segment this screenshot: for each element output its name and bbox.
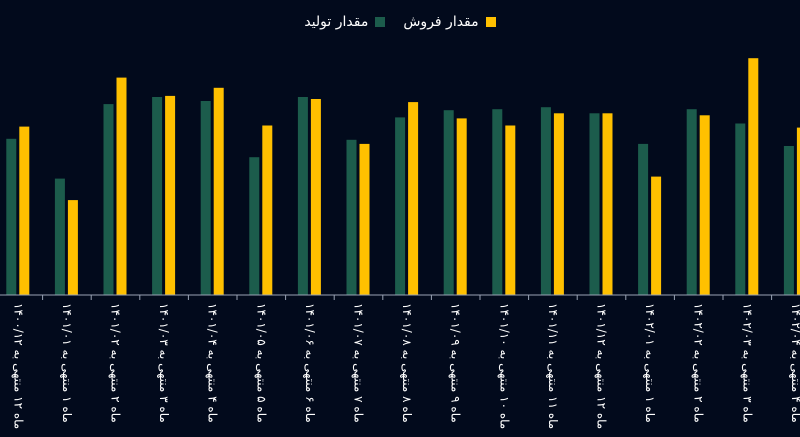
- bar-production-7[interactable]: [346, 139, 357, 295]
- bar-production-14[interactable]: [686, 109, 697, 295]
- bar-sales-15[interactable]: [748, 58, 759, 296]
- bar-sales-2[interactable]: [116, 77, 127, 295]
- x-tick-label-12: ماه ۱۲ منتهی به ۱۴۰۱/۱۲: [595, 303, 609, 429]
- x-tick-label-10: ماه ۱۰ منتهی به ۱۴۰۱/۱۰: [497, 303, 511, 429]
- legend-label-sales: مقدار فروش: [403, 14, 479, 30]
- x-tick-label-3: ماه ۳ منتهی به ۱۴۰۱/۰۳: [157, 303, 171, 423]
- bar-production-16[interactable]: [783, 146, 794, 295]
- bar-sales-1[interactable]: [67, 200, 78, 295]
- x-ticks-group: [42, 295, 773, 300]
- x-tick-label-0: ماه ۱۲ منتهی به ۱۴۰۰/۱۲: [11, 303, 25, 429]
- x-tick-label-6: ماه ۶ منتهی به ۱۴۰۱/۰۶: [303, 303, 317, 423]
- bar-production-2[interactable]: [103, 104, 114, 295]
- bar-production-12[interactable]: [589, 113, 600, 295]
- bar-sales-5[interactable]: [262, 125, 273, 296]
- x-tick-label-15: ماه ۳ منتهی به ۱۴۰۲/۰۳: [740, 303, 754, 423]
- bar-production-15[interactable]: [735, 123, 746, 296]
- x-tick-label-2: ماه ۲ منتهی به ۱۴۰۱/۰۲: [109, 303, 123, 423]
- bar-sales-8[interactable]: [408, 102, 419, 295]
- legend-swatch-production: [375, 17, 386, 27]
- x-tick-label-5: ماه ۵ منتهی به ۱۴۰۱/۰۵: [254, 303, 268, 423]
- bar-production-6[interactable]: [297, 97, 308, 295]
- x-tick-label-4: ماه ۴ منتهی به ۱۴۰۱/۰۴: [206, 303, 220, 423]
- bar-sales-4[interactable]: [213, 87, 224, 295]
- bar-sales-13[interactable]: [651, 176, 662, 295]
- legend-swatch-sales: [485, 17, 496, 27]
- bar-production-9[interactable]: [443, 110, 454, 295]
- bar-production-5[interactable]: [249, 157, 260, 295]
- bar-production-4[interactable]: [200, 101, 211, 295]
- x-tick-label-1: ماه ۱ منتهی به ۱۴۰۱/۰۱: [60, 303, 74, 423]
- bar-production-3[interactable]: [152, 97, 163, 295]
- legend: مقدار فروش مقدار تولید: [0, 8, 800, 36]
- legend-label-production: مقدار تولید: [304, 14, 369, 30]
- bar-production-10[interactable]: [492, 109, 503, 295]
- x-tick-label-7: ماه ۷ منتهی به ۱۴۰۱/۰۷: [352, 303, 366, 423]
- bar-sales-3[interactable]: [165, 95, 176, 296]
- bar-production-11[interactable]: [540, 107, 551, 295]
- bar-production-13[interactable]: [638, 143, 649, 295]
- bar-sales-10[interactable]: [505, 125, 516, 296]
- x-tick-label-16: ماه ۴ منتهی به ۱۴۰۲/۰۴: [789, 303, 800, 423]
- x-tick-label-9: ماه ۹ منتهی به ۱۴۰۱/۰۹: [449, 303, 463, 423]
- bar-sales-9[interactable]: [456, 118, 467, 296]
- x-tick-label-14: ماه ۲ منتهی به ۱۴۰۲/۰۲: [692, 303, 706, 423]
- bar-production-0[interactable]: [6, 138, 17, 295]
- bar-sales-0[interactable]: [19, 126, 30, 295]
- bar-production-1[interactable]: [54, 178, 65, 295]
- bar-production-8[interactable]: [395, 117, 406, 296]
- bar-sales-7[interactable]: [359, 143, 370, 295]
- bar-sales-6[interactable]: [310, 99, 321, 295]
- x-tick-labels-group: ماه ۱۲ منتهی به ۱۴۰۰/۱۲ ماه ۱ منتهی به ۱۴…: [11, 303, 800, 429]
- bar-sales-16[interactable]: [796, 127, 800, 295]
- bar-sales-14[interactable]: [699, 115, 710, 295]
- x-tick-label-11: ماه ۱۱ منتهی به ۱۴۰۱/۱۱: [546, 303, 560, 429]
- x-tick-label-13: ماه ۱ منتهی به ۱۴۰۲/۰۱: [643, 303, 657, 423]
- legend-item-sales[interactable]: مقدار فروش: [403, 14, 496, 30]
- legend-item-production[interactable]: مقدار تولید: [304, 14, 386, 30]
- bar-sales-11[interactable]: [553, 113, 564, 295]
- x-tick-label-8: ماه ۸ منتهی به ۱۴۰۱/۰۸: [400, 303, 414, 423]
- bars-group: [6, 58, 800, 296]
- bar-sales-12[interactable]: [602, 113, 613, 295]
